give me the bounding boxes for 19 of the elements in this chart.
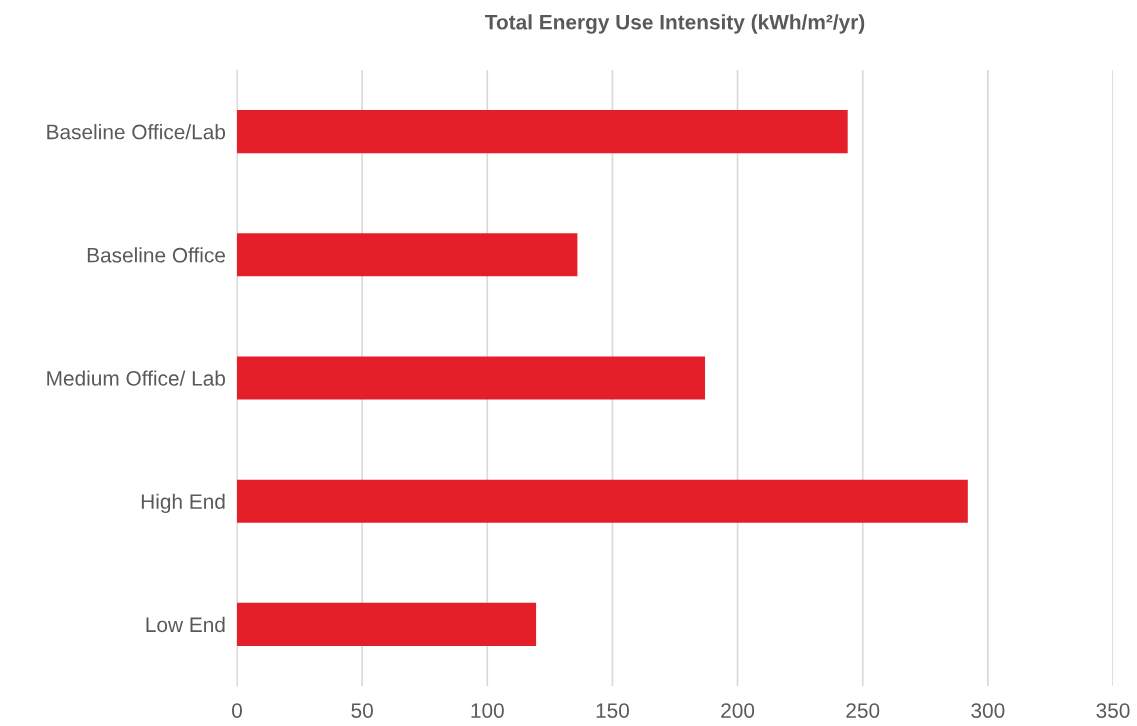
bar: [237, 479, 968, 523]
x-tick-label: 200: [721, 703, 755, 718]
x-tick-label: 100: [471, 703, 504, 718]
bar: [237, 356, 706, 400]
x-tick-label: 300: [971, 703, 1005, 718]
bar: [237, 110, 848, 154]
bar: [237, 602, 537, 646]
y-tick-label: Baseline Office/Lab: [47, 124, 226, 140]
y-tick-label: High End: [141, 493, 225, 514]
x-tick-label: 250: [846, 703, 880, 718]
y-tick-label: Baseline Office: [87, 247, 225, 263]
chart-title: Total Energy Use Intensity (kWh/m²/yr): [485, 14, 865, 34]
x-tick-label: 0: [232, 703, 242, 718]
x-tick-label: 150: [596, 703, 629, 718]
x-tick-label: 350: [1096, 703, 1130, 718]
bar: [237, 233, 578, 277]
y-tick-label: Medium Office/ Lab: [47, 370, 226, 386]
y-tick-label: Low End: [146, 616, 225, 633]
x-tick-label: 50: [351, 703, 373, 718]
